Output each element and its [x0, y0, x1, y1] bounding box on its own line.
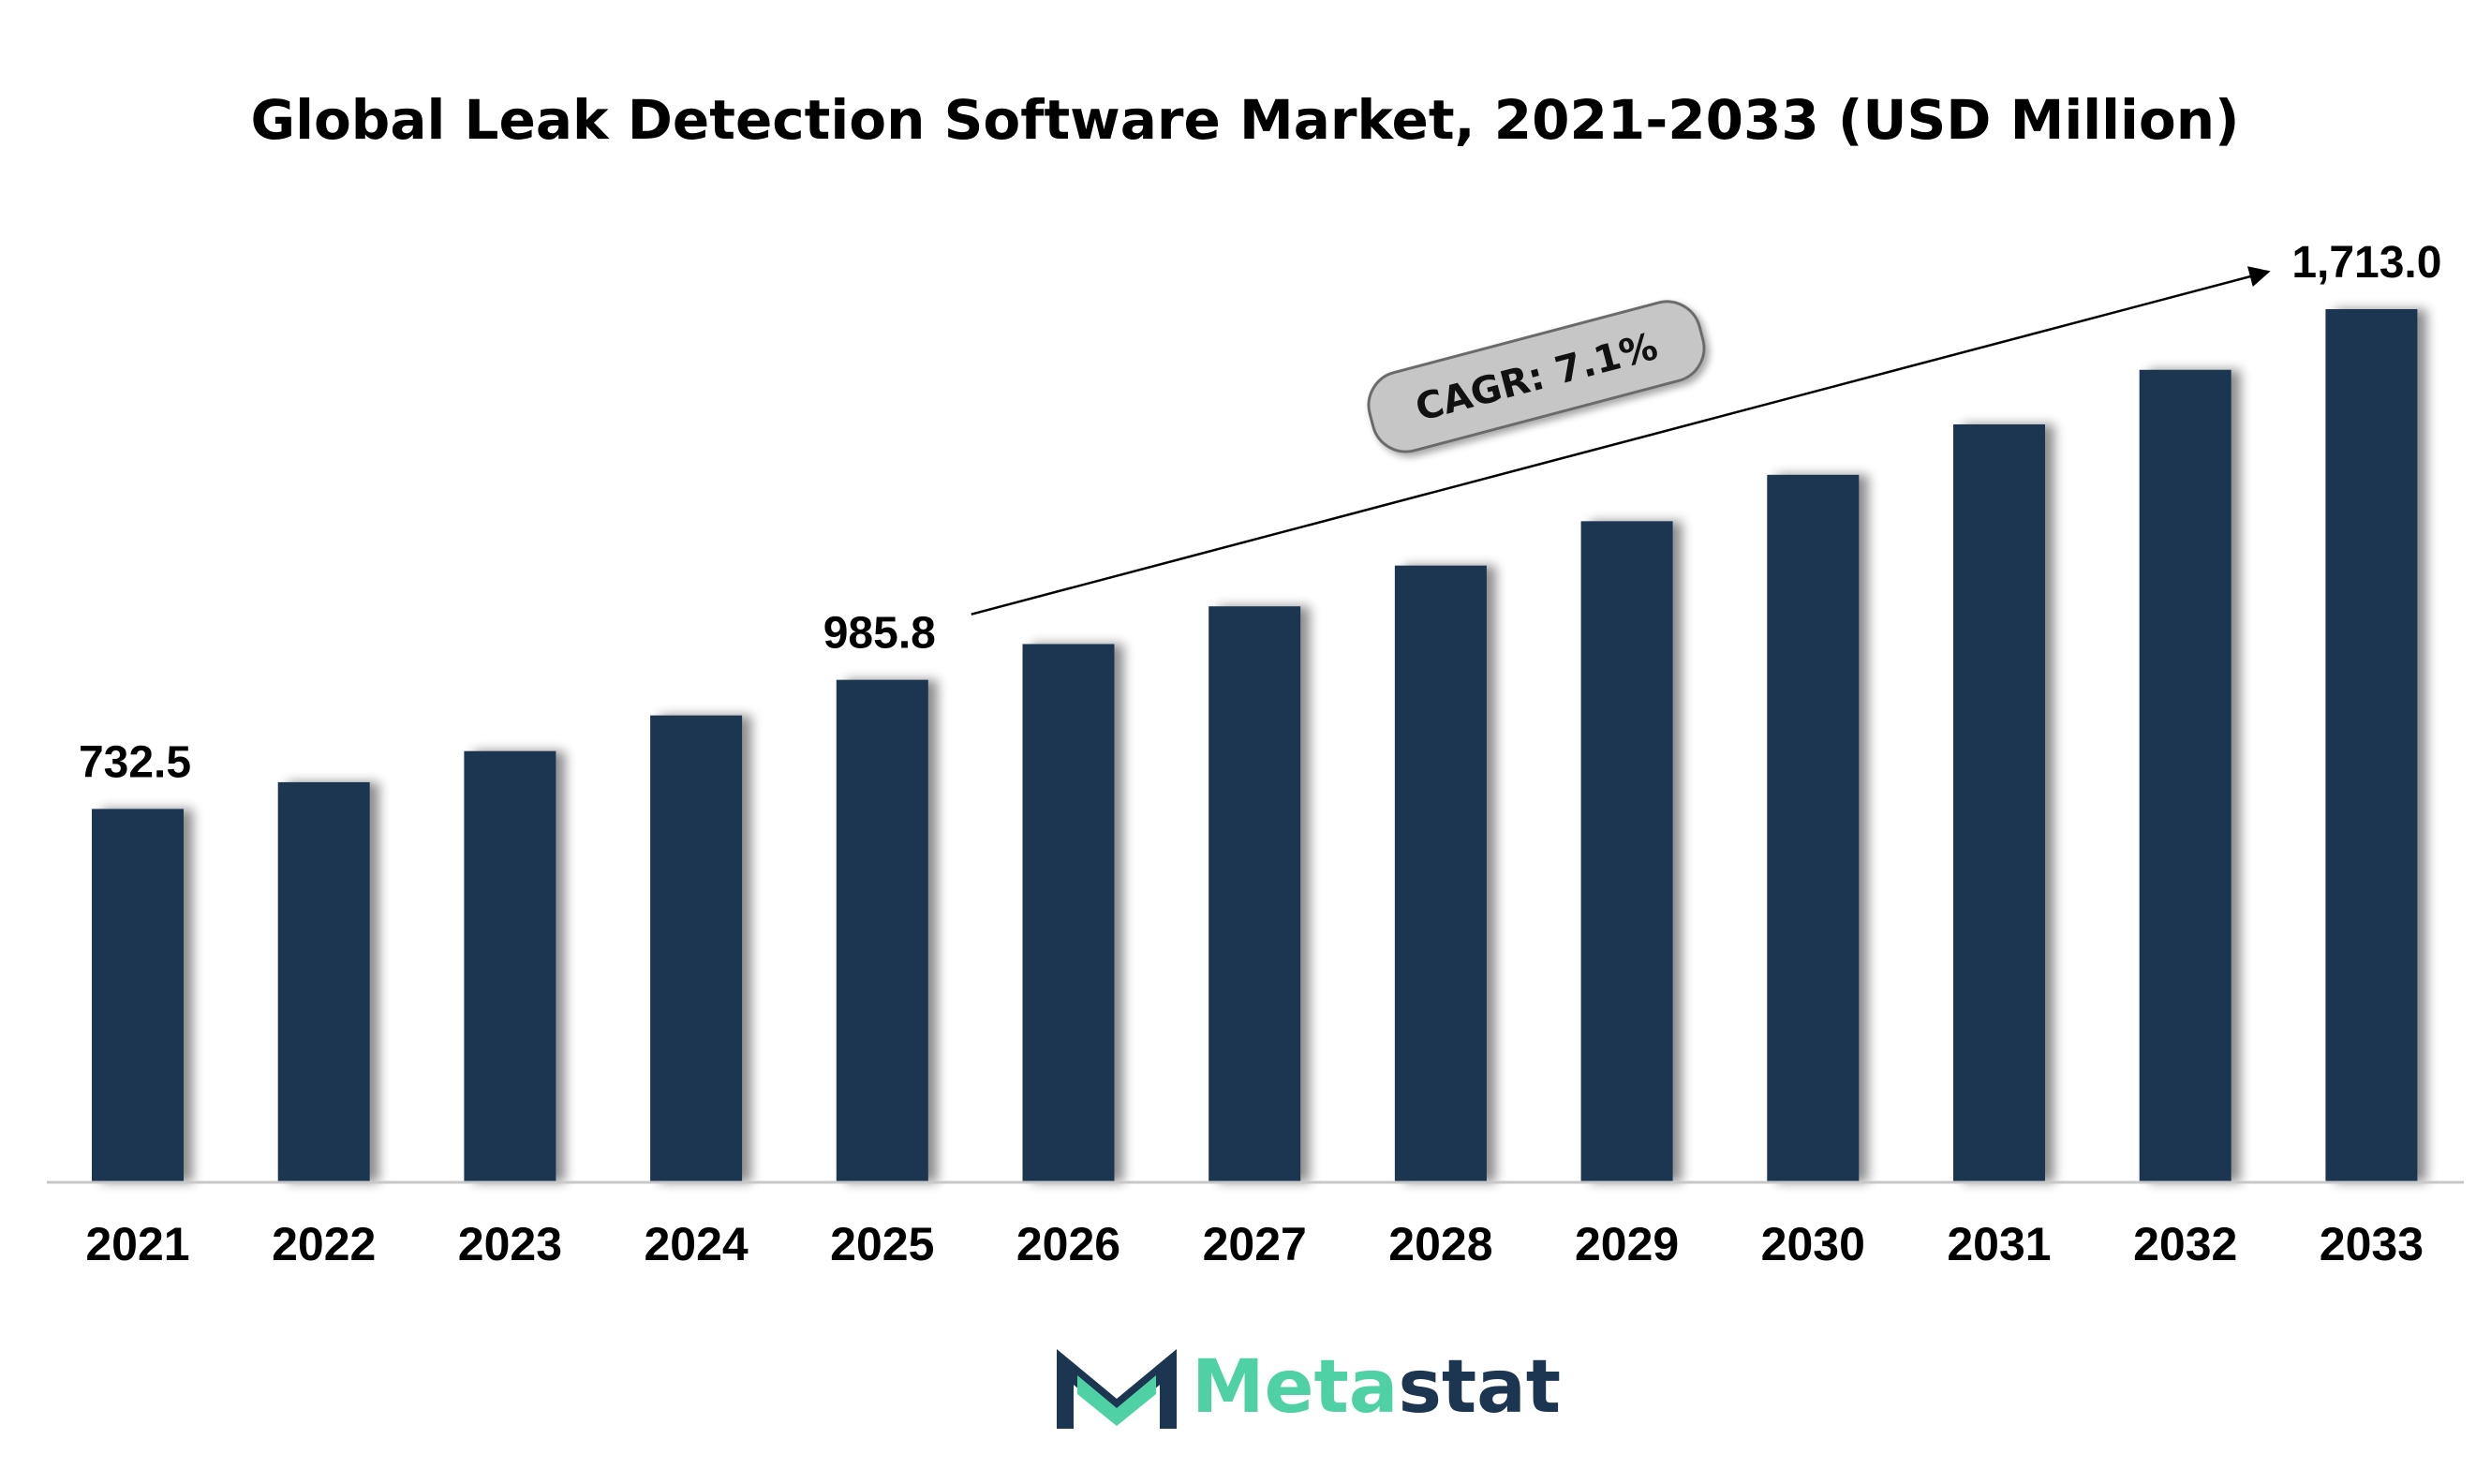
x-tick-2030: 2030	[1761, 1218, 1865, 1270]
data-label-2033: 1,713.0	[2291, 238, 2441, 288]
bar-2025	[836, 679, 928, 1182]
bar-2024	[650, 715, 743, 1182]
logo-wordmark: Metastat	[1192, 1345, 1561, 1430]
x-tick-2033: 2033	[2320, 1218, 2424, 1270]
x-tick-2025: 2025	[830, 1218, 934, 1270]
x-tick-2028: 2028	[1388, 1218, 1492, 1270]
cagr-badge-background	[1367, 300, 1706, 453]
x-tick-2024: 2024	[644, 1218, 748, 1270]
bar-2021	[92, 809, 184, 1182]
x-tick-2022: 2022	[272, 1218, 376, 1270]
bar-2031	[1953, 423, 2045, 1182]
bar-2027	[1208, 606, 1301, 1182]
x-tick-2031: 2031	[1947, 1218, 2051, 1270]
x-tick-2026: 2026	[1016, 1218, 1120, 1270]
bar-2028	[1394, 565, 1487, 1182]
cagr-badge: CAGR: 7.1%	[1367, 300, 1706, 453]
logo-text-meta: Meta	[1192, 1345, 1398, 1430]
metastat-logo: Metastat	[1057, 1345, 1561, 1430]
bar-2033	[2325, 309, 2418, 1182]
x-tick-2023: 2023	[458, 1218, 562, 1270]
data-label-2021: 732.5	[79, 737, 191, 787]
logo-text-stat: stat	[1398, 1345, 1561, 1430]
cagr-arrow	[971, 266, 2271, 616]
x-tick-labels: 2021 2022 2023 2024 2025 2026 2027 2028 2029 2030…	[85, 1218, 2424, 1270]
bars-layer	[92, 309, 2418, 1183]
x-tick-2029: 2029	[1575, 1218, 1679, 1270]
x-tick-2032: 2032	[2133, 1218, 2237, 1270]
x-tick-2027: 2027	[1203, 1218, 1307, 1270]
data-labels: 732.5 985.8 1,713.0	[79, 238, 2442, 787]
metastat-m-logo-icon	[1057, 1349, 1177, 1429]
data-label-2025: 985.8	[823, 609, 936, 659]
bar-2023	[464, 750, 556, 1182]
bar-2022	[277, 781, 370, 1182]
x-tick-2021: 2021	[85, 1218, 189, 1270]
bar-2032	[2139, 369, 2232, 1183]
bar-2026	[1022, 644, 1115, 1182]
bar-2030	[1767, 474, 1860, 1182]
chart-title: Global Leak Detection Software Market, 2…	[250, 88, 2239, 152]
bar-2029	[1580, 521, 1673, 1182]
